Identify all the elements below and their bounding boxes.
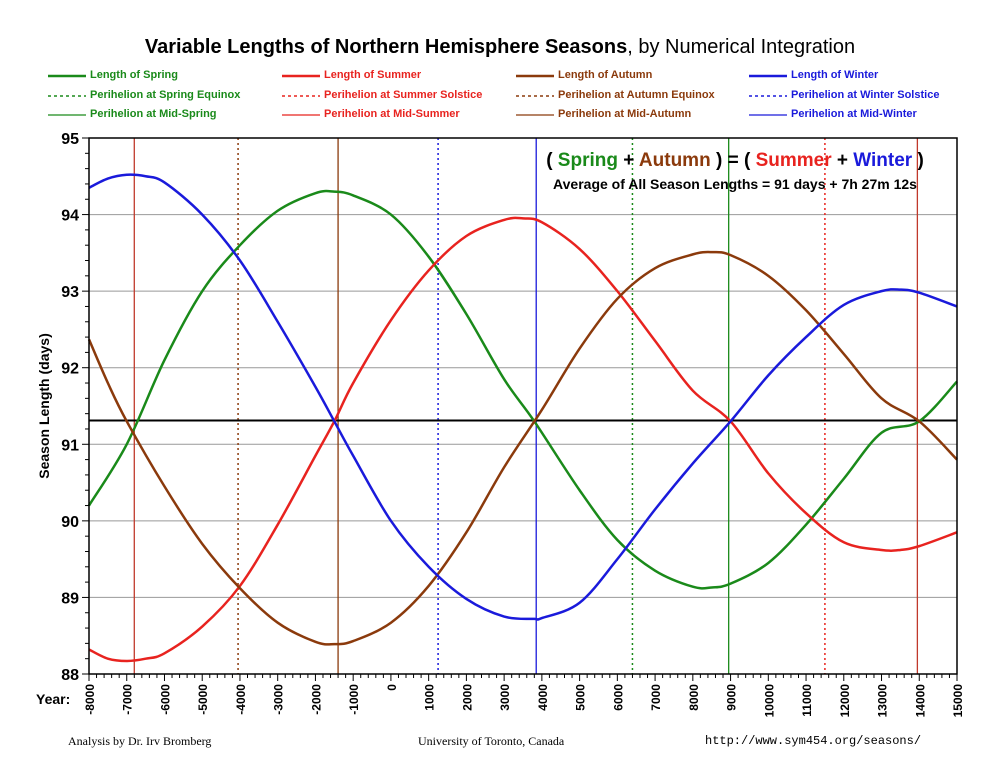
equation-open: ( xyxy=(546,150,558,171)
equation: ( Spring + Autumn ) = ( Summer + Winter … xyxy=(520,150,950,172)
x-tick-label: -8000 xyxy=(83,684,97,715)
legend-label: Perihelion at Mid-Winter xyxy=(791,108,917,120)
y-tick-label: 89 xyxy=(61,590,79,607)
legend-swatch xyxy=(48,95,86,97)
equation-autumn: Autumn xyxy=(638,150,711,171)
series-line xyxy=(88,216,958,663)
chart-title-main: Variable Lengths of Northern Hemisphere … xyxy=(144,36,628,58)
legend-swatch xyxy=(282,74,320,78)
x-tick-label: 11000 xyxy=(800,684,814,717)
average-text: Average of All Season Lengths = 91 days … xyxy=(553,176,917,192)
y-tick-label: 88 xyxy=(61,667,79,684)
x-tick-label: 0 xyxy=(385,684,399,691)
legend-label: Length of Summer xyxy=(324,69,422,81)
legend-swatch xyxy=(749,114,787,116)
x-tick-label: -5000 xyxy=(196,684,210,715)
legend-label: Perihelion at Mid-Summer xyxy=(324,108,460,120)
legend-swatch xyxy=(516,95,554,97)
footer-university: University of Toronto, Canada xyxy=(418,734,565,748)
equation-plus-2: + xyxy=(831,150,854,171)
x-tick-label: 9000 xyxy=(725,684,739,711)
equation-close: ) xyxy=(912,150,924,171)
y-tick-label: 90 xyxy=(61,514,79,531)
equation-box: ( Spring + Autumn ) = ( Summer + Winter … xyxy=(520,150,950,192)
legend-swatch xyxy=(282,95,320,97)
legend-label: Length of Winter xyxy=(791,69,879,81)
x-tick-label: 12000 xyxy=(838,684,852,718)
legend-swatch xyxy=(516,114,554,116)
x-tick-label: 10000 xyxy=(762,684,776,718)
x-tick-label: -6000 xyxy=(158,684,172,715)
x-tick-label: -4000 xyxy=(234,684,248,715)
legend-swatch xyxy=(749,95,787,97)
equation-spring: Spring xyxy=(557,150,618,171)
x-tick-label: 3000 xyxy=(498,684,512,711)
plot-frame xyxy=(88,137,958,675)
y-tick-label: 95 xyxy=(61,131,79,148)
footer-url: http://www.sym454.org/seasons/ xyxy=(705,734,922,748)
x-tick-label: 15000 xyxy=(951,684,965,718)
legend-label: Length of Spring xyxy=(90,69,178,81)
chart-title: Variable Lengths of Northern Hemisphere … xyxy=(0,36,1000,59)
x-tick-label: 14000 xyxy=(913,684,927,718)
footer-author: Analysis by Dr. Irv Bromberg xyxy=(68,734,212,748)
legend-label: Length of Autumn xyxy=(558,69,653,81)
y-tick-label: 91 xyxy=(61,437,79,454)
y-axis-label: Season Length (days) xyxy=(36,333,52,478)
legend-label: Perihelion at Winter Solstice xyxy=(791,89,940,101)
series-line xyxy=(87,250,958,646)
x-tick-label: 13000 xyxy=(876,684,890,718)
legend-label: Perihelion at Mid-Autumn xyxy=(558,108,692,120)
legend-label: Perihelion at Summer Solstice xyxy=(324,89,483,101)
x-tick-label: -3000 xyxy=(272,684,286,715)
legend-label: Perihelion at Mid-Spring xyxy=(90,108,217,120)
equation-mid: ) = ( xyxy=(710,150,756,171)
equation-winter: Winter xyxy=(853,150,913,171)
chart-title-sub: , by Numerical Integration xyxy=(627,36,856,58)
series-line xyxy=(87,189,958,590)
legend-swatch xyxy=(282,114,320,116)
x-tick-label: 5000 xyxy=(574,684,588,711)
x-tick-label: 7000 xyxy=(649,684,663,711)
x-tick-label: 6000 xyxy=(611,684,625,711)
equation-plus-1: + xyxy=(617,150,639,171)
legend-label: Perihelion at Spring Equinox xyxy=(90,89,241,101)
x-tick-label: 8000 xyxy=(687,684,701,711)
x-tick-label: 2000 xyxy=(460,684,474,711)
x-tick-label: 4000 xyxy=(536,684,550,711)
equation-summer: Summer xyxy=(755,150,832,171)
legend-swatch xyxy=(749,74,787,78)
x-tick-label: -7000 xyxy=(121,684,135,715)
legend-label: Perihelion at Autumn Equinox xyxy=(558,89,715,101)
y-tick-label: 94 xyxy=(61,208,79,225)
legend-swatch xyxy=(516,74,554,78)
x-tick-label: 1000 xyxy=(423,684,437,711)
x-tick-label: -1000 xyxy=(347,684,361,715)
legend-swatch xyxy=(48,114,86,116)
y-tick-label: 92 xyxy=(61,361,79,378)
y-tick-label: 93 xyxy=(61,284,79,301)
legend-swatch xyxy=(48,74,86,78)
x-axis-label: Year: xyxy=(36,691,70,707)
x-tick-label: -2000 xyxy=(309,684,323,715)
series-line xyxy=(88,173,958,621)
